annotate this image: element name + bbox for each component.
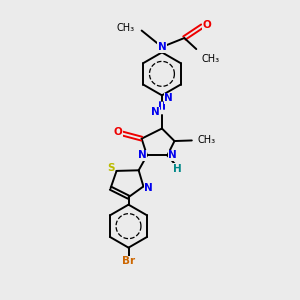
Text: CH₃: CH₃: [117, 23, 135, 34]
Text: CH₃: CH₃: [202, 54, 220, 64]
Text: N: N: [138, 150, 146, 161]
Text: CH₃: CH₃: [198, 135, 216, 146]
Text: N: N: [168, 150, 177, 161]
Text: O: O: [202, 20, 211, 30]
Text: N: N: [151, 107, 160, 117]
Text: N: N: [164, 93, 173, 103]
Text: H: H: [173, 164, 182, 173]
Text: N: N: [144, 183, 153, 193]
Text: S: S: [107, 163, 115, 173]
Text: O: O: [114, 127, 123, 137]
Text: Br: Br: [122, 256, 135, 266]
Text: N: N: [158, 42, 166, 52]
